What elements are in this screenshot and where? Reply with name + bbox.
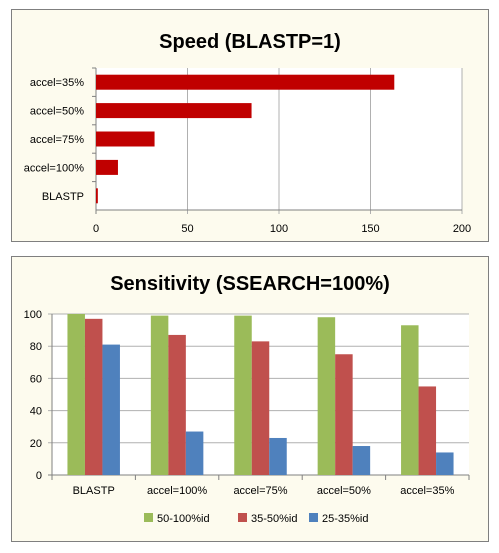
sensitivity-bar-1 (401, 325, 419, 475)
speed-x-tick-label: 50 (181, 223, 193, 235)
sensitivity-y-tick-label: 20 (30, 438, 42, 450)
sensitivity-chart: Sensitivity (SSEARCH=100%) 020406080100 … (24, 273, 470, 525)
sensitivity-y-tick-label: 40 (30, 406, 42, 418)
legend-swatch-2 (238, 513, 247, 522)
sensitivity-bar-3 (102, 344, 120, 475)
sensitivity-bar-3 (352, 446, 371, 475)
speed-chart-panel: Speed (BLASTP=1) accel=35% accel=50% accel… (11, 9, 489, 242)
sensitivity-y-tick-label: 60 (30, 373, 42, 385)
speed-x-tick-label: 100 (270, 223, 288, 235)
legend-swatch-3 (309, 513, 318, 522)
speed-bar (96, 159, 118, 175)
speed-chart: Speed (BLASTP=1) accel=35% accel=50% accel… (24, 31, 471, 235)
legend-label-3: 25-35%id (322, 513, 368, 525)
sensitivity-bar-2 (251, 341, 270, 475)
sensitivity-y-tick-label: 80 (30, 341, 42, 353)
sensitivity-chart-title: Sensitivity (SSEARCH=100%) (110, 273, 390, 295)
sensitivity-bar-2 (168, 334, 186, 475)
speed-bar (96, 74, 395, 90)
sensitivity-bar-3 (185, 431, 204, 475)
legend-swatch-1 (144, 513, 153, 522)
legend-label-1: 50-100%id (157, 513, 210, 525)
speed-category-label: accel=75% (30, 134, 84, 146)
speed-category-label: accel=50% (30, 106, 84, 118)
speed-bar (96, 188, 98, 204)
sensitivity-chart-panel: Sensitivity (SSEARCH=100%) 0 20 40 60 80 100 … (11, 256, 489, 542)
speed-category-label: accel=35% (30, 77, 84, 89)
speed-bar (96, 131, 155, 147)
speed-category-label: accel=100% (24, 162, 84, 174)
sensitivity-bar-3 (269, 437, 287, 475)
sensitivity-category-label: accel=100% (147, 485, 207, 497)
speed-x-tick-label: 0 (93, 223, 99, 235)
speed-x-tick-label: 200 (453, 223, 471, 235)
sensitivity-bar-1 (67, 314, 85, 475)
sensitivity-bar-2 (335, 354, 353, 475)
speed-x-tick-label: 150 (361, 223, 379, 235)
speed-bar (96, 103, 252, 119)
speed-category-label: BLASTP (42, 191, 84, 203)
sensitivity-bar-2 (418, 386, 437, 475)
sensitivity-category-label: accel=75% (233, 485, 287, 497)
legend-label-2: 35-50%id (251, 513, 297, 525)
sensitivity-y-tick-label: 100 (24, 309, 42, 321)
speed-chart-title: Speed (BLASTP=1) (159, 31, 341, 53)
sensitivity-bar-1 (234, 315, 252, 475)
sensitivity-bar-1 (150, 315, 169, 475)
sensitivity-bar-3 (436, 452, 454, 475)
sensitivity-bar-1 (317, 317, 336, 475)
sensitivity-category-label: accel=50% (317, 485, 371, 497)
sensitivity-category-label: BLASTP (73, 485, 115, 497)
sensitivity-y-tick-label: 0 (36, 470, 42, 482)
sensitivity-category-label: accel=35% (400, 485, 454, 497)
sensitivity-bar-2 (84, 318, 103, 475)
